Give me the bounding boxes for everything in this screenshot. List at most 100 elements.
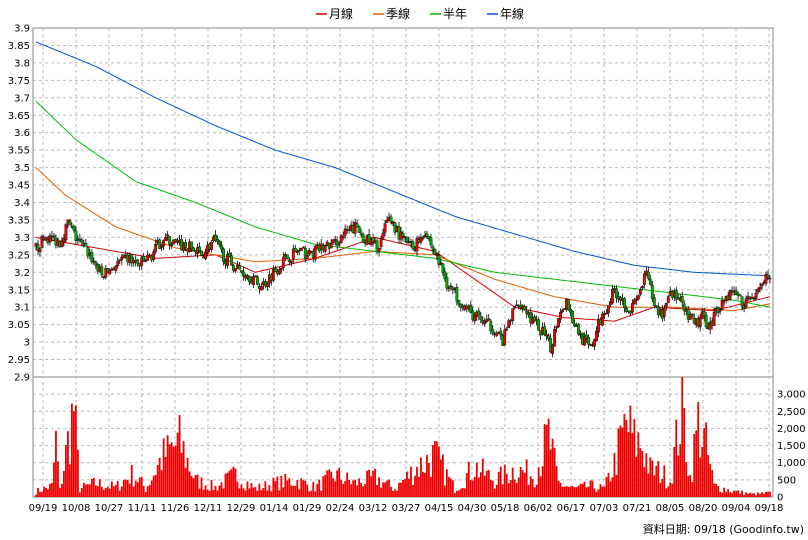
- candle: [650, 280, 654, 303]
- volume-bar: [471, 480, 474, 497]
- price-tick-label: 3.25: [8, 250, 30, 261]
- candle: [305, 250, 309, 260]
- volume-bar: [505, 473, 508, 497]
- candle-body: [730, 291, 734, 293]
- volume-bar: [705, 422, 708, 497]
- volume-bar: [428, 462, 430, 497]
- candle: [662, 304, 666, 322]
- volume-bar: [461, 487, 464, 497]
- volume-bar: [434, 440, 436, 497]
- volume-bar: [47, 489, 49, 497]
- candle: [609, 298, 612, 308]
- volume-bar: [164, 456, 167, 497]
- candle-body: [240, 270, 243, 273]
- candle: [445, 272, 449, 292]
- volume-bar: [731, 492, 734, 497]
- volume-bar: [118, 490, 121, 497]
- candle: [435, 252, 439, 260]
- volume-bar: [583, 481, 586, 497]
- candle: [313, 245, 317, 263]
- volume-bar: [665, 488, 668, 497]
- candle: [549, 333, 552, 354]
- candle-body: [254, 275, 257, 277]
- x-tick-label: 01/29: [293, 503, 322, 514]
- candle: [60, 236, 64, 248]
- candle-body: [583, 336, 586, 346]
- candle-body: [437, 255, 441, 265]
- volume-bar: [643, 467, 646, 497]
- candle-body: [200, 250, 203, 256]
- candle-body: [389, 216, 393, 223]
- volume-bar: [525, 459, 528, 497]
- x-tick-label: 09/04: [722, 503, 751, 514]
- volume-bar: [45, 487, 47, 497]
- volume-bar: [599, 484, 602, 497]
- candle-body: [238, 265, 241, 270]
- volume-bar: [182, 441, 185, 497]
- candle: [477, 307, 481, 320]
- volume-bar: [575, 487, 578, 497]
- candle-body: [547, 335, 551, 340]
- candle: [76, 235, 80, 245]
- candle-body: [545, 334, 549, 337]
- volume-bar: [226, 472, 229, 497]
- candle-body: [559, 311, 562, 320]
- candle: [561, 308, 564, 313]
- candle: [533, 314, 537, 323]
- volume-bar: [202, 489, 205, 497]
- volume-bar: [479, 472, 482, 497]
- candle-body: [353, 222, 357, 234]
- candle-body: [136, 259, 140, 264]
- volume-bar: [499, 466, 502, 497]
- candle: [158, 238, 162, 249]
- volume-bar: [527, 484, 530, 497]
- candle: [279, 267, 283, 274]
- candle-body: [226, 254, 229, 266]
- candle-body: [158, 239, 162, 249]
- volume-bar: [146, 486, 149, 497]
- candle: [674, 286, 678, 304]
- candle: [353, 218, 357, 238]
- candle-body: [329, 242, 333, 249]
- candle: [140, 256, 144, 270]
- candle-body: [615, 288, 618, 298]
- x-tick-label: 11/26: [161, 503, 190, 514]
- candle-body: [285, 254, 289, 259]
- volume-bar: [463, 488, 466, 497]
- candle-body: [573, 323, 576, 327]
- candle-body: [485, 319, 489, 322]
- candle-body: [401, 232, 405, 237]
- candle-body: [86, 246, 90, 257]
- candle-body: [553, 328, 556, 347]
- volume-bar: [43, 486, 45, 497]
- price-tick-label: 3.05: [8, 320, 30, 331]
- volume-bar: [695, 430, 698, 497]
- volume-bar: [324, 474, 327, 497]
- volume-bar: [601, 486, 604, 497]
- candle: [638, 287, 642, 297]
- candle: [553, 325, 556, 347]
- volume-bar: [280, 475, 283, 497]
- volume-bar: [507, 483, 510, 497]
- volume-bar: [246, 481, 249, 497]
- candle-body: [293, 247, 297, 253]
- candle: [108, 268, 112, 275]
- volume-bar: [691, 482, 694, 497]
- candle: [704, 311, 708, 329]
- candle: [690, 312, 694, 319]
- volume-bar: [541, 466, 544, 497]
- candle: [100, 263, 104, 278]
- volume-bar: [641, 451, 644, 497]
- x-tick-label: 09/19: [29, 503, 58, 514]
- volume-bar: [90, 478, 93, 497]
- volume-bar: [763, 493, 765, 497]
- volume-bar: [547, 418, 550, 497]
- volume-bar: [364, 484, 367, 497]
- candle: [210, 239, 213, 253]
- candle: [379, 235, 383, 250]
- candle-body: [473, 314, 477, 322]
- x-tick-label: 03/27: [392, 503, 421, 514]
- candle-body: [377, 247, 381, 252]
- candle-body: [567, 299, 570, 311]
